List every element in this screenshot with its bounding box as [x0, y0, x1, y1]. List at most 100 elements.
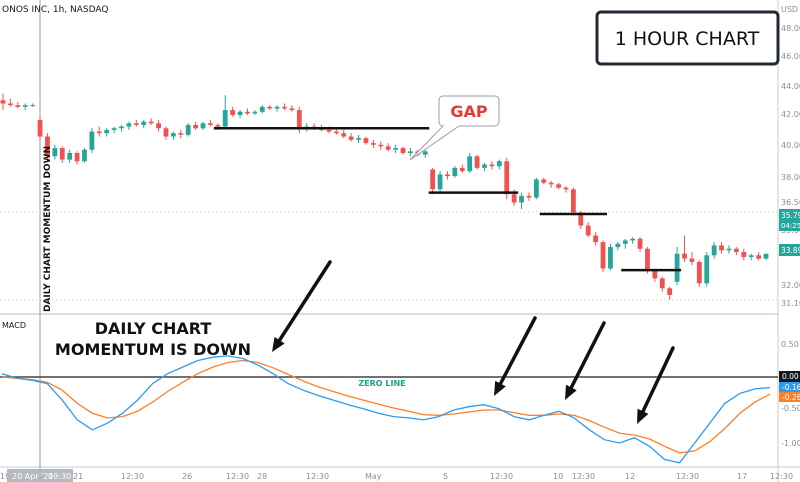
price-tick: 48.00 — [781, 24, 800, 33]
title-box — [595, 10, 780, 66]
candle-body — [37, 120, 43, 137]
time-tick: 12:30 — [490, 472, 513, 481]
candle-body — [341, 133, 347, 137]
time-tick: 12:30 — [676, 472, 699, 481]
candle-body — [230, 110, 236, 116]
annotation-arrow-head — [637, 408, 649, 424]
candle-body — [459, 167, 465, 172]
candle-body — [185, 124, 191, 135]
candle-body — [622, 240, 628, 244]
last-price-tag — [779, 209, 800, 231]
candle-body — [445, 174, 450, 177]
candle-body — [652, 270, 658, 279]
candle-body — [89, 131, 95, 150]
price-tick: 40.00 — [781, 141, 800, 150]
candle-body — [548, 182, 554, 185]
candle-body — [170, 133, 176, 137]
indicator-name: MACD — [2, 321, 26, 330]
macd-axis[interactable]: 0.50 0.00 -0.16 -0.26 -0.50 -1.00 — [779, 340, 800, 448]
current-price-value: 33.89 — [781, 246, 800, 255]
time-tick: 21 — [73, 472, 83, 481]
macd-line — [1, 355, 771, 464]
time-tick: 12 — [625, 472, 635, 481]
candle-body — [452, 167, 458, 177]
candle-body — [245, 111, 250, 114]
candle-body — [15, 105, 21, 107]
time-tick: 26 — [182, 472, 192, 481]
candle-body — [141, 121, 147, 125]
title-box-text: 1 HOUR CHART — [615, 28, 760, 50]
candle-body — [430, 169, 436, 190]
time-tick-crosshair: 20 Apr '21 — [12, 472, 53, 481]
last-price-value: 35.79 — [781, 211, 800, 220]
macd-tick: 0.50 — [781, 340, 799, 349]
candle-body — [408, 151, 413, 153]
current-price-tag — [779, 244, 800, 256]
candle-body — [519, 195, 524, 203]
time-tick: 19 — [0, 472, 10, 481]
candle-body — [45, 136, 50, 157]
time-tick: 10 — [553, 472, 563, 481]
candle-body — [156, 123, 161, 129]
candle-body — [133, 123, 139, 125]
zero-tag-value: 0.00 — [782, 372, 799, 381]
candle-body — [659, 278, 665, 289]
time-tick: 12:30 — [572, 472, 595, 481]
currency-label: USD — [781, 5, 798, 14]
candle-body — [578, 212, 584, 226]
candle-body — [400, 148, 406, 153]
candle-body — [570, 189, 576, 213]
signal-tag — [779, 392, 800, 402]
candle-body — [267, 106, 273, 109]
crosshair-time-tag — [7, 469, 73, 482]
candle-body — [363, 138, 369, 144]
candle-body — [119, 126, 124, 129]
signal-line — [1, 359, 771, 454]
time-tick: 28 — [257, 472, 267, 481]
candle-body — [274, 106, 280, 109]
candle-body — [645, 248, 650, 271]
macd-tag — [779, 382, 800, 392]
candle-body — [8, 103, 13, 106]
price-tick: 32.00 — [781, 281, 800, 290]
candle-body — [222, 110, 228, 127]
annotation-arrow-head — [565, 384, 577, 400]
signal-tag-value: -0.26 — [782, 393, 800, 402]
candle-body — [704, 255, 710, 284]
price-axis[interactable]: 48.00 46.00 44.00 42.00 40.00 38.00 36.5… — [779, 24, 800, 308]
candle-body — [667, 288, 673, 295]
price-tick: 36.50 — [781, 198, 800, 207]
candle-body — [511, 194, 517, 203]
candle-body — [533, 179, 539, 198]
candle-body — [585, 225, 591, 236]
candle-body — [696, 261, 702, 284]
time-axis[interactable]: 19 20 Apr '21 09:30 21 12:30 26 12:30 28… — [0, 469, 793, 482]
annotation-arrow-shaft — [498, 316, 537, 386]
candle-body — [326, 129, 332, 132]
candle-body — [82, 149, 87, 162]
time-tick: 5 — [443, 472, 448, 481]
candle-body — [733, 248, 739, 252]
momentum-text-line1: DAILY CHART — [95, 319, 212, 338]
macd-tag-value: -0.16 — [782, 383, 800, 392]
annotation-arrow-head — [494, 380, 506, 396]
candle-body — [385, 146, 391, 150]
candle-body — [22, 105, 28, 107]
candle-body — [489, 164, 495, 167]
price-tick: 46.00 — [781, 52, 800, 61]
candle-body — [756, 255, 761, 259]
time-tick: 12:30 — [121, 472, 144, 481]
candle-body — [289, 108, 295, 111]
price-tick: 42.00 — [781, 110, 800, 119]
candle-body — [741, 252, 747, 257]
candle-body — [563, 187, 569, 190]
candle-body — [0, 100, 6, 104]
candle-body — [437, 174, 443, 190]
candle-body — [126, 123, 132, 127]
candle-body — [482, 164, 487, 168]
candle-body — [637, 238, 643, 249]
price-tick: 31.10 — [781, 299, 800, 308]
candle-body — [422, 151, 428, 155]
